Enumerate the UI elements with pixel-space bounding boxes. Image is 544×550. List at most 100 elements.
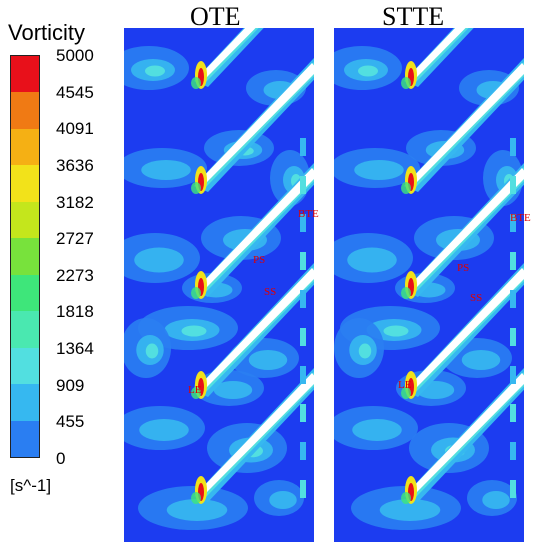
wake-region-peak (181, 325, 207, 337)
legend-swatch (11, 92, 39, 129)
legend-unit: [s^-1] (10, 476, 52, 495)
legend-tick-label: 0 (56, 449, 66, 468)
leading-edge-wake (401, 182, 411, 194)
wake-region-peak (383, 325, 409, 337)
wake-region-core (141, 160, 191, 180)
blade-profile (412, 373, 524, 493)
legend-swatch (11, 165, 39, 202)
legend-tick-label: 455 (56, 412, 85, 432)
trailing-edge-strip (510, 176, 516, 194)
trailing-edge-strip (300, 480, 306, 498)
wake-region-core (379, 499, 441, 521)
trailing-edge-strip (510, 214, 516, 232)
panel-stte-contour (334, 28, 524, 542)
wake-region-core (352, 419, 402, 441)
wake-region-core (354, 160, 404, 180)
wake-region-core (347, 247, 397, 273)
trailing-edge-strip (510, 252, 516, 270)
blade-profile (412, 168, 524, 288)
trailing-edge-strip (510, 328, 516, 346)
trailing-edge-strip (300, 214, 306, 232)
leading-edge-wake (191, 182, 201, 194)
trailing-edge-strip (300, 404, 306, 422)
blade-profile (412, 268, 524, 388)
trailing-edge-strip (300, 176, 306, 194)
trailing-edge-strip (510, 366, 516, 384)
leading-edge-wake (401, 387, 411, 399)
trailing-edge-strip (510, 404, 516, 422)
panel-ote-contour (124, 28, 314, 542)
trailing-edge-strip (510, 480, 516, 498)
trailing-edge-strip (510, 442, 516, 460)
blade-profile (412, 63, 524, 183)
ote-bte-label: BTE (298, 208, 319, 220)
leading-edge-wake (191, 387, 201, 399)
panel-title-ote: OTE (190, 2, 241, 31)
legend-tick-label: 2727 (56, 229, 94, 249)
trailing-edge-strip (300, 252, 306, 270)
wake-region-core (461, 350, 501, 370)
blade-profile (202, 63, 314, 183)
trailing-edge-strip (300, 442, 306, 460)
legend-swatch (11, 420, 39, 457)
trailing-edge-strip (510, 138, 516, 156)
legend-title: Vorticity (8, 20, 86, 45)
wake-region-core (248, 350, 288, 370)
legend-tick-label: 2273 (56, 265, 94, 285)
legend-tick-label: 1818 (56, 302, 94, 322)
legend-colorbar (10, 55, 40, 458)
legend-tick-label: 909 (56, 375, 85, 395)
wake-region-peak (145, 65, 165, 77)
ote-ps-label: PS (253, 254, 266, 266)
leading-edge-wake (191, 287, 201, 299)
wake-region-core (166, 499, 228, 521)
blade-profile (412, 28, 466, 78)
legend-swatch (11, 56, 39, 93)
leading-edge-wake (401, 287, 411, 299)
legend-swatch (11, 384, 39, 421)
leading-edge-wake (401, 77, 411, 89)
legend-tick-label: 5000 (56, 46, 94, 65)
legend-swatch (11, 347, 39, 385)
trailing-edge-strip (510, 290, 516, 308)
ote-vorticity-field (124, 28, 314, 542)
wake-region-core (134, 247, 184, 273)
stte-bte-label: BTE (510, 212, 531, 224)
legend-tick-label: 3636 (56, 155, 94, 175)
trailing-edge-strip (300, 138, 306, 156)
stte-ps-label: PS (457, 262, 470, 274)
trailing-edge-strip (300, 366, 306, 384)
legend-tick-label: 4545 (56, 82, 94, 102)
blade-profile (202, 168, 314, 288)
blade-profile (202, 373, 314, 493)
legend-swatch (11, 128, 39, 166)
blade-profile (202, 28, 256, 78)
legend-swatch (11, 311, 39, 348)
leading-edge-wake (401, 492, 411, 504)
stte-vorticity-field (334, 28, 524, 542)
wake-region-peak (358, 65, 378, 77)
ote-ss-label: SS (264, 286, 277, 298)
legend-tick-label: 3182 (56, 192, 94, 212)
legend-swatch (11, 274, 39, 312)
leading-edge-wake (191, 77, 201, 89)
legend-swatch (11, 238, 39, 275)
stte-le-label: LE (398, 379, 412, 391)
leading-edge-wake (191, 492, 201, 504)
wake-region-core (139, 419, 189, 441)
legend-tick-label: 4091 (56, 119, 94, 139)
wake-region-core (269, 491, 297, 509)
wake-region-peak (145, 343, 159, 359)
ote-le-label: LE (188, 384, 202, 396)
trailing-edge-strip (300, 290, 306, 308)
wake-region-core (213, 381, 253, 399)
wake-region-peak (358, 343, 372, 359)
wake-region-core (482, 491, 510, 509)
stte-ss-label: SS (470, 292, 483, 304)
blade-profile (202, 268, 314, 388)
trailing-edge-strip (300, 328, 306, 346)
legend-swatch (11, 201, 39, 239)
panel-title-stte: STTE (382, 2, 445, 31)
legend-tick-label: 1364 (56, 339, 94, 359)
